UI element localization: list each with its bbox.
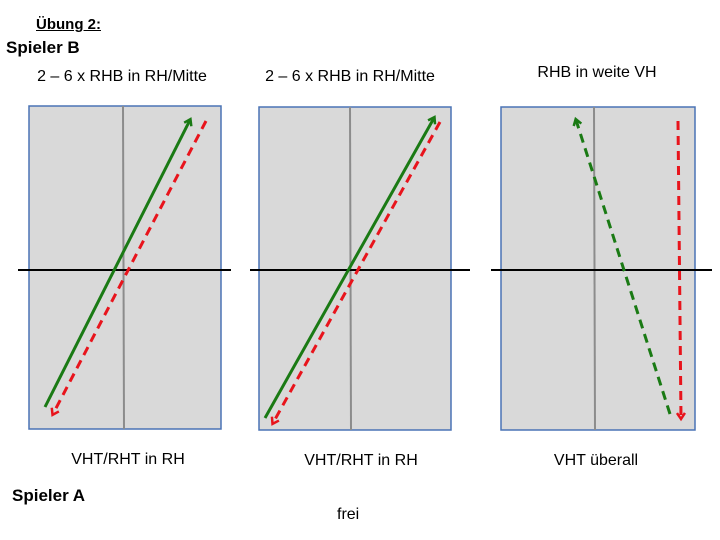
panel-3-top-caption: RHB in weite VH [537,64,657,81]
player-b-label: Spieler B [6,38,80,57]
table-panel-1 [18,105,231,430]
free-label: frei [337,506,360,523]
red-ball-path [53,120,208,414]
center-line [122,105,125,430]
table-surface [258,106,452,431]
center-line [593,106,596,431]
green-ball-path [576,120,672,415]
table-panel-3 [491,106,712,431]
table-panel-2 [250,106,470,431]
red-ball-path [678,120,681,418]
green-ball-path [43,120,190,408]
panel-2-bottom-caption: VHT/RHT in RH [304,452,418,469]
player-a-label: Spieler A [12,486,86,505]
table-surface [500,106,696,431]
green-ball-path [263,118,434,419]
panel-1-top-caption: 2 – 6 x RHB in RH/Mitte [37,68,207,85]
panel-3-bottom-caption: VHT überall [553,452,639,469]
exercise-title: Übung 2: [36,16,101,33]
panel-1-bottom-caption: VHT/RHT in RH [71,451,185,468]
red-ball-path [273,121,442,423]
panel-2-top-caption: 2 – 6 x RHB in RH/Mitte [265,68,435,85]
